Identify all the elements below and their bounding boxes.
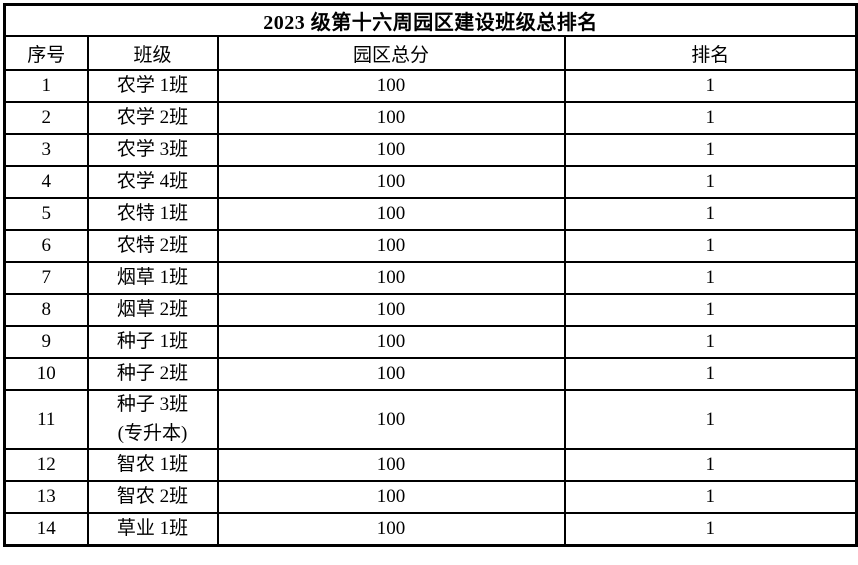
row-rank-cell: 1 [563, 69, 858, 103]
row-score-cell: 100 [216, 165, 566, 199]
row-score-cell: 100 [216, 293, 566, 327]
row-rank-cell: 1 [563, 512, 858, 547]
row-no-cell: 7 [3, 261, 89, 295]
row-no-cell: 10 [3, 357, 89, 391]
row-rank-cell: 1 [563, 101, 858, 135]
row-no-cell: 13 [3, 480, 89, 514]
row-no-cell: 1 [3, 69, 89, 103]
row-class-cell: 农特 1班 [86, 197, 219, 231]
row-score-cell: 100 [216, 261, 566, 295]
header-no: 序号 [3, 35, 89, 71]
row-class-cell: 种子 1班 [86, 325, 219, 359]
row-rank-cell: 1 [563, 357, 858, 391]
row-class-cell: 农特 2班 [86, 229, 219, 263]
row-score-cell: 100 [216, 133, 566, 167]
table-row: 7 烟草 1班 100 1 [3, 261, 858, 295]
row-class-cell: 烟草 2班 [86, 293, 219, 327]
row-rank-cell: 1 [563, 133, 858, 167]
ranking-table: 2023 级第十六周园区建设班级总排名 序号 班级 园区总分 排名 1 农学 1… [3, 3, 858, 547]
row-class-cell: 烟草 1班 [86, 261, 219, 295]
row-no-cell: 6 [3, 229, 89, 263]
row-score-cell: 100 [216, 69, 566, 103]
table-row: 6 农特 2班 100 1 [3, 229, 858, 263]
row-class-cell: 种子 3班 (专升本) [86, 389, 219, 450]
row-no-cell: 8 [3, 293, 89, 327]
row-no-cell: 11 [3, 389, 89, 450]
row-class-cell: 农学 4班 [86, 165, 219, 199]
table-row: 9 种子 1班 100 1 [3, 325, 858, 359]
row-class-cell: 智农 1班 [86, 448, 219, 482]
row-no-cell: 9 [3, 325, 89, 359]
header-class: 班级 [86, 35, 219, 71]
table-row: 10 种子 2班 100 1 [3, 357, 858, 391]
row-no-cell: 3 [3, 133, 89, 167]
row-no-cell: 2 [3, 101, 89, 135]
row-rank-cell: 1 [563, 293, 858, 327]
row-rank-cell: 1 [563, 448, 858, 482]
row-rank-cell: 1 [563, 261, 858, 295]
row-rank-cell: 1 [563, 325, 858, 359]
row-rank-cell: 1 [563, 389, 858, 450]
table-row: 1 农学 1班 100 1 [3, 69, 858, 103]
row-no-cell: 14 [3, 512, 89, 547]
row-no-cell: 5 [3, 197, 89, 231]
row-score-cell: 100 [216, 357, 566, 391]
row-class-cell: 种子 2班 [86, 357, 219, 391]
row-rank-cell: 1 [563, 229, 858, 263]
row-rank-cell: 1 [563, 480, 858, 514]
row-score-cell: 100 [216, 389, 566, 450]
row-no-cell: 12 [3, 448, 89, 482]
header-score: 园区总分 [216, 35, 566, 71]
table-row: 5 农特 1班 100 1 [3, 197, 858, 231]
row-rank-cell: 1 [563, 197, 858, 231]
row-score-cell: 100 [216, 512, 566, 547]
header-row: 序号 班级 园区总分 排名 [3, 35, 858, 71]
row-score-cell: 100 [216, 101, 566, 135]
table-row: 4 农学 4班 100 1 [3, 165, 858, 199]
table-row: 3 农学 3班 100 1 [3, 133, 858, 167]
row-class-cell: 农学 1班 [86, 69, 219, 103]
row-class-cell: 农学 2班 [86, 101, 219, 135]
row-score-cell: 100 [216, 197, 566, 231]
row-score-cell: 100 [216, 325, 566, 359]
row-class-cell: 智农 2班 [86, 480, 219, 514]
table-row: 14 草业 1班 100 1 [3, 512, 858, 547]
row-class-cell: 草业 1班 [86, 512, 219, 547]
table-body: 1 农学 1班 100 1 2 农学 2班 100 1 3 农学 3班 100 … [3, 69, 858, 547]
row-score-cell: 100 [216, 448, 566, 482]
table-row: 8 烟草 2班 100 1 [3, 293, 858, 327]
table-title: 2023 级第十六周园区建设班级总排名 [3, 3, 858, 37]
table-row: 13 智农 2班 100 1 [3, 480, 858, 514]
row-score-cell: 100 [216, 480, 566, 514]
table-row: 11 种子 3班 (专升本) 100 1 [3, 389, 858, 450]
row-rank-cell: 1 [563, 165, 858, 199]
row-class-cell: 农学 3班 [86, 133, 219, 167]
row-no-cell: 4 [3, 165, 89, 199]
table-row: 12 智农 1班 100 1 [3, 448, 858, 482]
table-row: 2 农学 2班 100 1 [3, 101, 858, 135]
header-rank: 排名 [563, 35, 858, 71]
title-row: 2023 级第十六周园区建设班级总排名 [3, 3, 858, 37]
row-score-cell: 100 [216, 229, 566, 263]
